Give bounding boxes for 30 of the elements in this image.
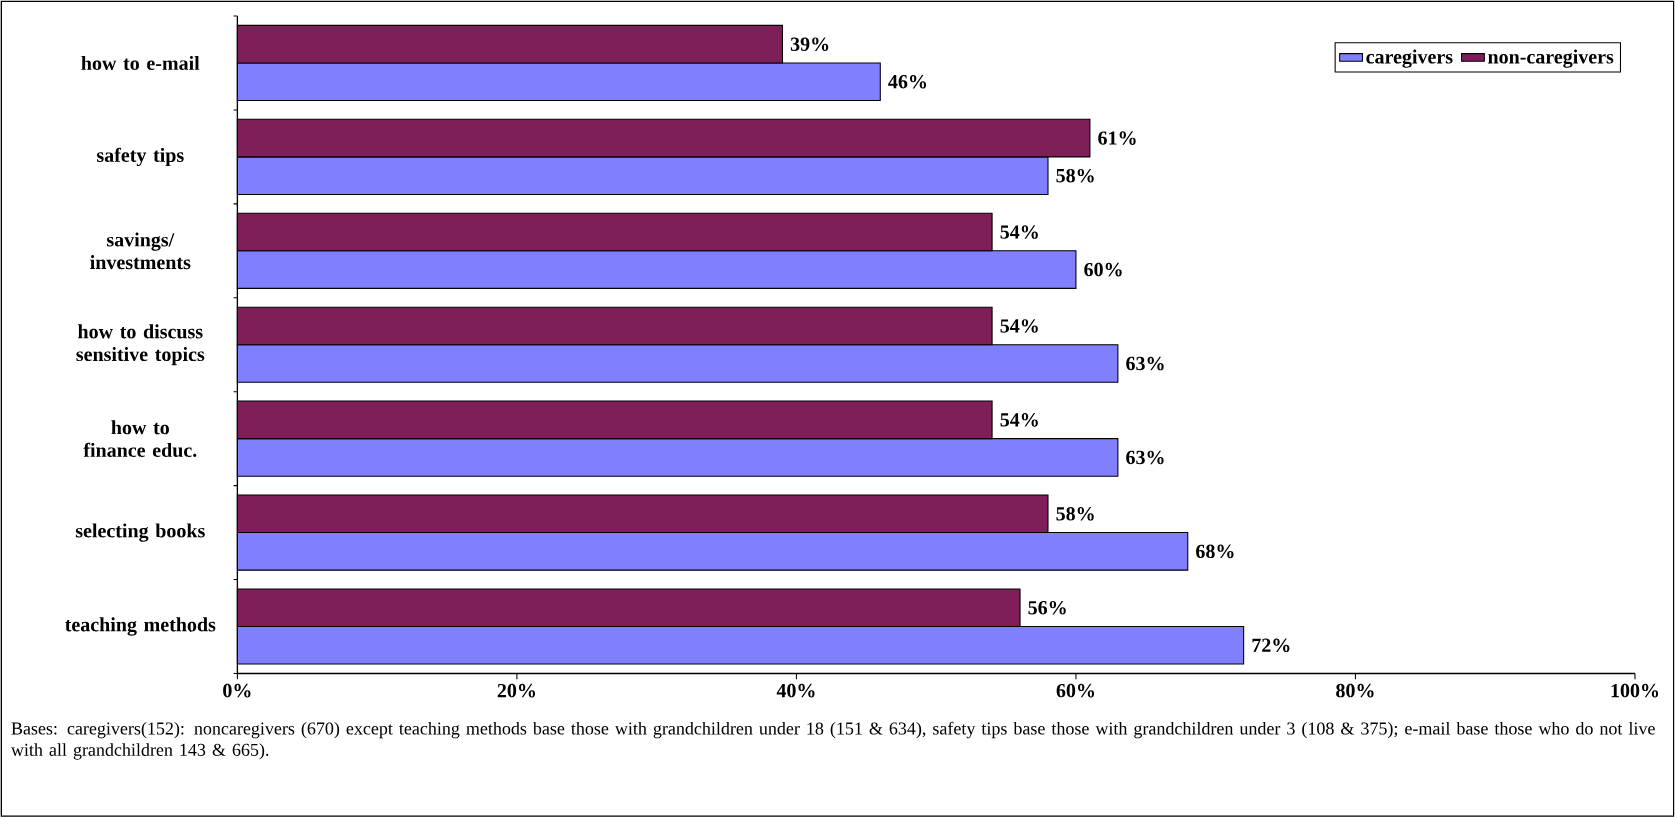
data-label: 54% <box>1000 318 1038 333</box>
data-label: 63% <box>1126 356 1164 371</box>
data-label: 58% <box>1056 506 1094 521</box>
x-tick-label: 60% <box>1056 683 1095 698</box>
y-tick-label: savings/ investments <box>90 232 191 269</box>
y-tick-label: selecting books <box>75 523 205 542</box>
legend-label: non-caregivers <box>1488 49 1614 68</box>
y-tick-label: safety tips <box>97 147 184 166</box>
x-tick-label: 20% <box>497 683 536 698</box>
y-tick-label: how to e-mail <box>81 55 200 70</box>
data-label: 39% <box>790 37 829 51</box>
x-tick-label: 40% <box>776 683 815 698</box>
data-label: 63% <box>1126 450 1164 464</box>
data-label: 58% <box>1056 168 1094 183</box>
y-tick-label: how to finance educ. <box>83 420 197 457</box>
legend-label: caregivers <box>1366 49 1453 68</box>
data-label: 54% <box>1000 225 1038 239</box>
data-label: 68% <box>1196 544 1234 558</box>
data-label: 56% <box>1028 600 1066 615</box>
data-label: 61% <box>1098 131 1136 145</box>
data-label: 72% <box>1252 638 1290 652</box>
data-label: 46% <box>888 74 927 89</box>
x-tick-label: 100% <box>1611 683 1659 698</box>
data-label: 54% <box>1000 412 1038 427</box>
data-label: 60% <box>1084 262 1122 277</box>
y-tick-label: teaching methods <box>65 617 216 636</box>
x-tick-label: 80% <box>1336 683 1374 698</box>
x-tick-label: 0% <box>223 683 251 698</box>
text: Bases: caregivers(152): noncaregivers (670) except teaching methods base those with grandchildren under 18 (151 & 634), safety tips base those with grandchildren under 3 (108 & 375); e-mail base those who do not live with all grandchildren 143 & 665). <box>10 721 1655 760</box>
y-tick-label: how to discuss sensitive topics <box>76 324 205 365</box>
